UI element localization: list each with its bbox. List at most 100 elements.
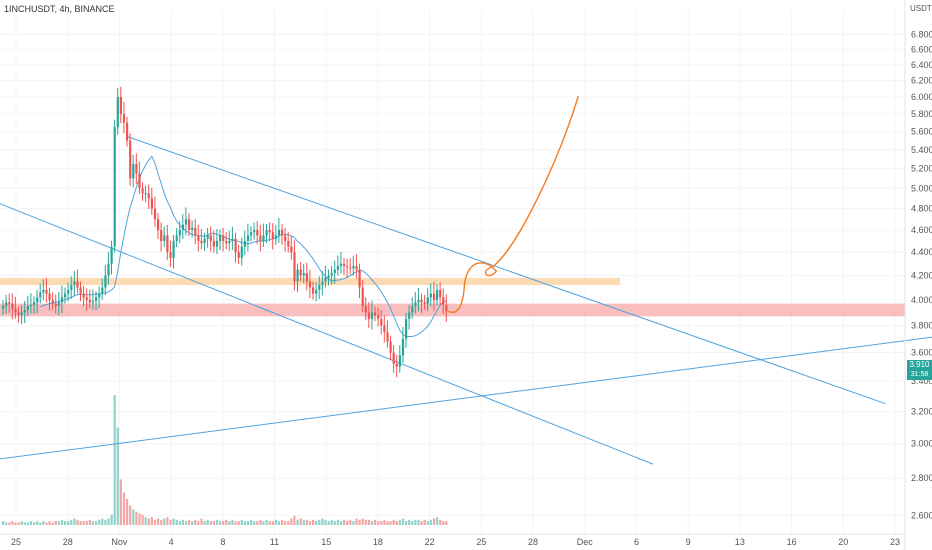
candle-body: [178, 229, 181, 236]
candle-body: [116, 97, 119, 128]
volume-bar: [253, 521, 256, 525]
volume-bars: [2, 395, 448, 525]
y-tick-label: 6.000: [911, 92, 932, 102]
volume-bar: [355, 518, 358, 525]
y-tick-label: 5.000: [911, 183, 932, 193]
y-axis: 6.800 6.600 6.400 6.200 6.000 5.800 5.600 5.400…: [904, 0, 932, 550]
channel-lower-line: [0, 203, 654, 465]
bar-countdown: 31:58: [910, 371, 929, 378]
candle-body: [73, 281, 76, 286]
candle-body: [364, 306, 367, 313]
volume-bar: [209, 521, 212, 525]
candle-body: [429, 293, 432, 298]
volume-bar: [57, 521, 60, 525]
trendlines: [0, 135, 932, 465]
candle-body: [88, 299, 91, 303]
volume-bar: [113, 395, 116, 525]
candle-body: [436, 289, 439, 300]
y-tick-label: 5.400: [911, 145, 932, 155]
volume-bar: [48, 521, 51, 525]
candle-body: [370, 312, 374, 319]
y-tick-label: 4.800: [911, 204, 932, 214]
volume-bar: [104, 519, 107, 525]
x-tick-label: 18: [373, 537, 383, 547]
candle-body: [253, 229, 256, 233]
y-tick-label: 2.600: [911, 510, 932, 520]
volume-bar: [54, 521, 57, 525]
candle-body: [290, 246, 293, 253]
candle-body: [336, 266, 339, 270]
candle-body: [188, 219, 191, 230]
volume-bar: [386, 521, 389, 525]
volume-bar: [225, 519, 228, 525]
volume-bar: [67, 521, 70, 525]
x-tick-label: 28: [63, 537, 73, 547]
candle-body: [209, 235, 212, 241]
volume-bar: [138, 513, 141, 525]
volume-bar: [2, 521, 5, 525]
y-tick-label: 3.600: [911, 348, 932, 358]
candle-body: [398, 355, 401, 367]
volume-bar: [383, 519, 386, 525]
candle-body: [287, 240, 290, 247]
y-tick-label: 5.200: [911, 164, 932, 174]
candle-body: [442, 297, 445, 305]
candle-body: [147, 193, 150, 199]
candle-body: [57, 302, 60, 307]
candle-body: [215, 240, 219, 247]
candle-body: [374, 312, 377, 316]
x-tick-label: 23: [890, 537, 900, 547]
volume-bar: [442, 521, 445, 525]
candle-body: [377, 315, 380, 319]
volume-bar: [206, 519, 209, 525]
grid-lines: [0, 10, 905, 534]
y-tick-label: 6.400: [911, 60, 932, 70]
volume-bar: [73, 518, 76, 525]
volume-bar: [5, 522, 8, 525]
volume-bar: [26, 522, 29, 525]
candle-body: [299, 269, 302, 276]
volume-bar: [8, 522, 11, 525]
volume-bar: [349, 519, 352, 525]
volume-bar: [377, 521, 380, 525]
volume-bar: [141, 514, 144, 525]
candle-body: [163, 235, 166, 241]
moving-average: [40, 155, 447, 337]
candle-body: [126, 122, 129, 141]
candle-body: [157, 219, 160, 230]
volume-bar: [240, 519, 243, 525]
candle-body: [5, 302, 8, 307]
candle-body: [445, 304, 448, 312]
volume-bar: [405, 521, 408, 525]
candle-body: [405, 318, 408, 339]
volume-bar: [284, 521, 287, 525]
y-tick-label: 3.800: [911, 321, 932, 331]
candle-body: [423, 302, 426, 304]
candle-body: [82, 293, 85, 298]
candle-body: [339, 263, 343, 267]
volume-bar: [333, 521, 336, 525]
candle-body: [219, 235, 222, 241]
volume-bar: [346, 521, 349, 525]
volume-bar: [271, 521, 274, 525]
candle-body: [305, 273, 308, 282]
candle-body: [8, 302, 11, 304]
candle-body: [231, 238, 234, 241]
candle-body: [392, 352, 395, 364]
candle-body: [358, 269, 361, 288]
volume-bar: [70, 519, 73, 525]
candle-body: [20, 312, 23, 316]
candle-body: [206, 235, 209, 239]
candle-body: [259, 235, 262, 241]
volume-bar: [157, 518, 160, 525]
candle-body: [395, 363, 398, 367]
y-tick-label: 3.400: [911, 376, 932, 386]
volume-bar: [166, 517, 169, 525]
candle-body: [318, 285, 321, 290]
volume-bar: [98, 519, 101, 525]
projection-curve: [447, 96, 579, 313]
volume-bar: [228, 521, 231, 525]
volume-bar: [352, 521, 355, 525]
